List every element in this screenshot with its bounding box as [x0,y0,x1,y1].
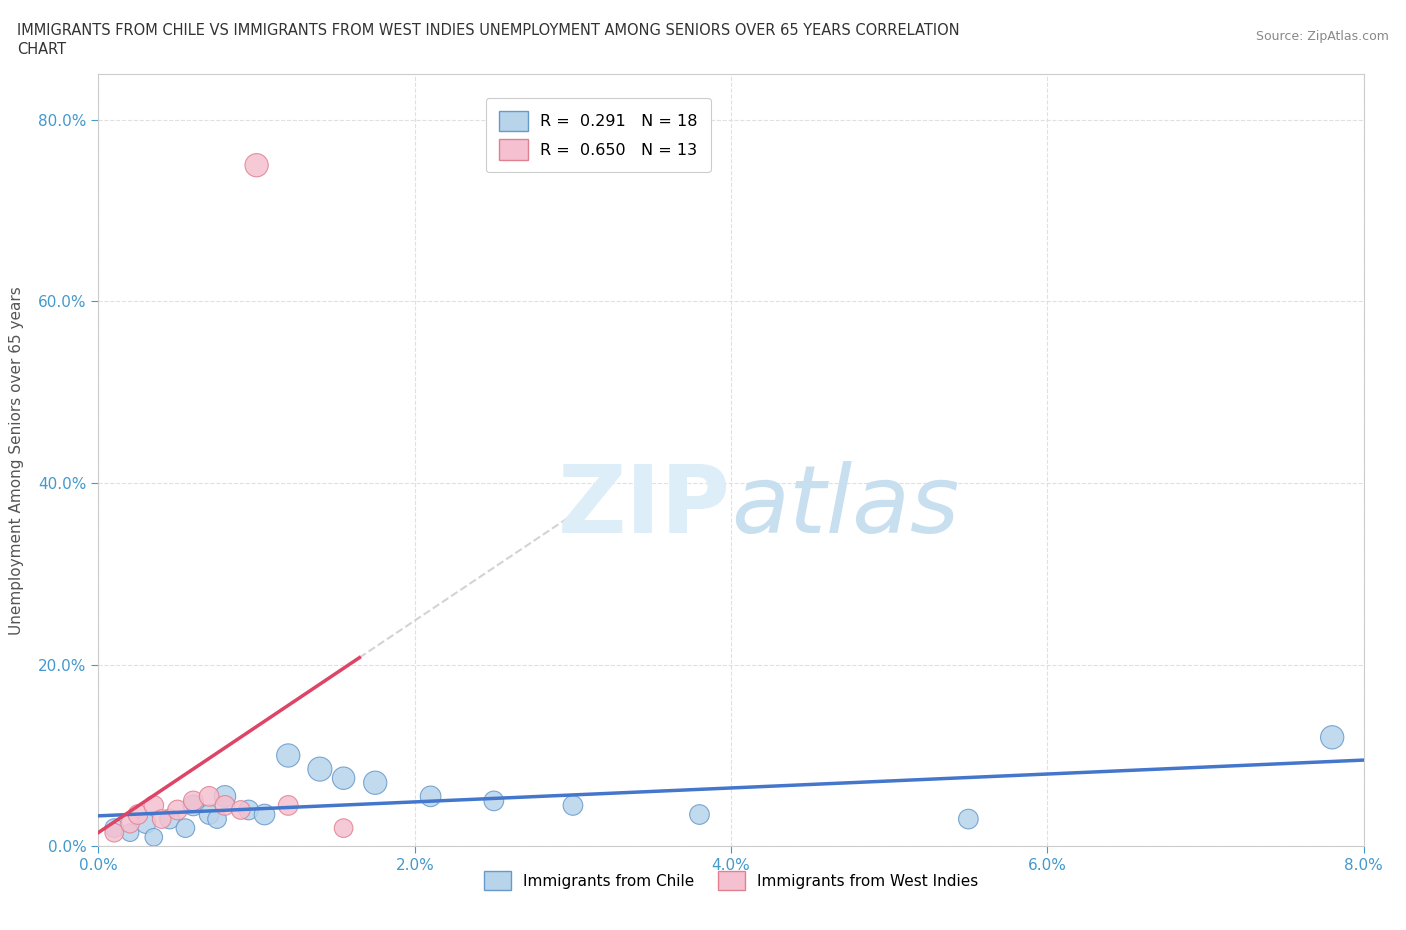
Point [127,807,149,822]
Text: CHART: CHART [17,42,66,57]
Point [1322,730,1344,745]
Point [246,158,269,173]
Point [183,798,205,813]
Point [419,789,441,804]
Point [332,820,354,835]
Point [135,817,157,831]
Point [198,807,221,822]
Point [561,798,585,813]
Point [103,820,125,835]
Point [150,812,173,827]
Point [142,798,165,813]
Point [688,807,710,822]
Point [277,798,299,813]
Point [214,789,236,804]
Point [103,825,125,840]
Point [159,812,181,827]
Point [277,748,299,763]
Point [332,771,354,786]
Text: Source: ZipAtlas.com: Source: ZipAtlas.com [1256,30,1389,43]
Y-axis label: Unemployment Among Seniors over 65 years: Unemployment Among Seniors over 65 years [10,286,24,634]
Point [198,789,221,804]
Point [120,817,141,831]
Point [364,776,387,790]
Point [482,793,505,808]
Legend: Immigrants from Chile, Immigrants from West Indies: Immigrants from Chile, Immigrants from W… [478,865,984,897]
Point [238,803,260,817]
Point [309,762,332,777]
Point [174,820,197,835]
Text: atlas: atlas [731,461,959,552]
Point [205,812,228,827]
Point [957,812,980,827]
Point [166,803,188,817]
Point [253,807,276,822]
Point [214,798,236,813]
Point [142,830,165,844]
Point [120,825,141,840]
Point [229,803,252,817]
Point [183,793,205,808]
Text: ZIP: ZIP [558,460,731,552]
Text: IMMIGRANTS FROM CHILE VS IMMIGRANTS FROM WEST INDIES UNEMPLOYMENT AMONG SENIORS : IMMIGRANTS FROM CHILE VS IMMIGRANTS FROM… [17,23,959,38]
